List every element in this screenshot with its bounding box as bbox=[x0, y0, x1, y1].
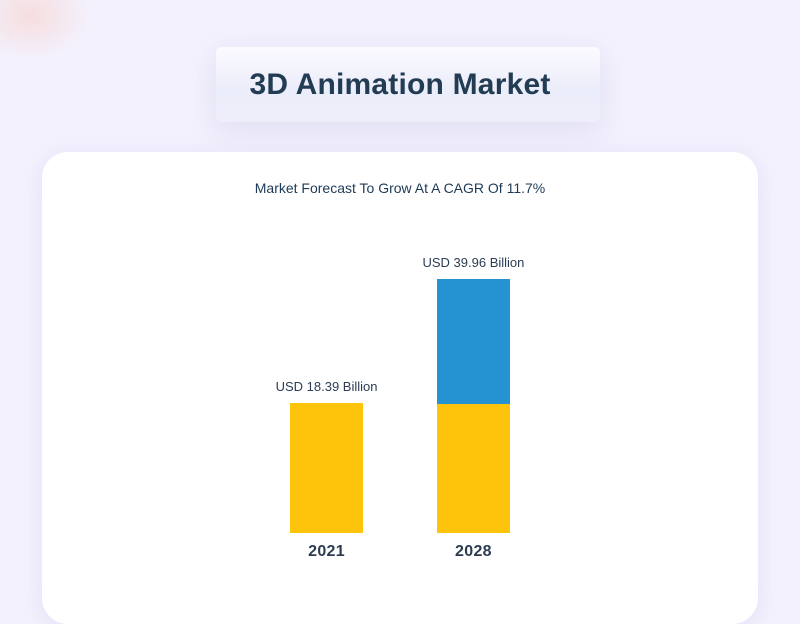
bar-segment-2028-forecast-growth bbox=[436, 279, 510, 404]
chart-subtitle: Market Forecast To Grow At A CAGR Of 11.… bbox=[254, 180, 546, 196]
bar-value-label-2028: USD 39.96 Billion bbox=[422, 255, 525, 270]
bar-segment-2028-market-size-base bbox=[436, 404, 510, 533]
x-axis-label-2021: 2021 bbox=[308, 543, 345, 560]
page-title: 3D Animation Market bbox=[249, 68, 551, 101]
bar-group-2028: USD 39.96 Billion 2028 bbox=[423, 254, 525, 562]
bar-2028 bbox=[436, 279, 510, 533]
bar-chart: USD 18.39 Billion 2021 USD 39.96 Billion… bbox=[42, 252, 758, 562]
x-axis-label-2028: 2028 bbox=[455, 543, 492, 560]
bar-2021 bbox=[290, 403, 364, 533]
app-background: { "header": { "title": "3D Animation Mar… bbox=[0, 0, 758, 624]
title-banner bbox=[216, 47, 600, 122]
bar-value-label-2021: USD 18.39 Billion bbox=[275, 379, 378, 394]
chart-card: Market Forecast To Grow At A CAGR Of 11.… bbox=[42, 152, 758, 624]
corner-glow-decoration bbox=[0, 0, 90, 60]
bar-segment-2021-market-size-base bbox=[290, 403, 364, 533]
bar-group-2021: USD 18.39 Billion 2021 bbox=[276, 378, 378, 562]
